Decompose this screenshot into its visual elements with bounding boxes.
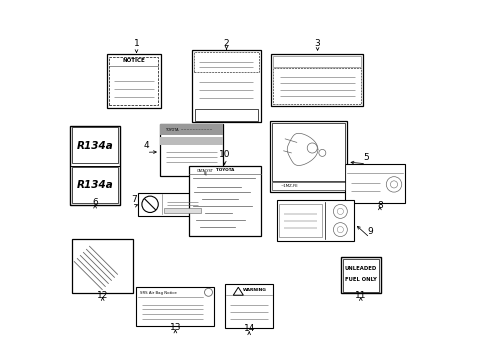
Bar [72,239,133,293]
Text: ~1MZ-FE: ~1MZ-FE [280,184,298,189]
Bar [340,257,380,293]
Text: TOYOTA  ~~~~~~~~~~~: TOYOTA ~~~~~~~~~~~ [164,127,211,132]
Text: 14: 14 [243,324,254,333]
Text: 5: 5 [363,153,368,162]
Bar [70,126,120,205]
Bar [345,164,404,203]
Text: R/J: R/J [203,172,206,176]
Text: R134a: R134a [77,141,113,151]
Bar [136,287,213,326]
Bar [72,127,118,163]
Text: 8: 8 [376,201,382,210]
Text: 9: 9 [366,227,372,236]
Text: 1: 1 [133,39,139,48]
Text: TOYOTA: TOYOTA [215,167,233,172]
Text: 4: 4 [143,141,149,150]
Bar [194,52,258,72]
Bar [109,57,158,105]
Text: FUEL ONLY: FUEL ONLY [344,277,376,282]
Bar [163,208,201,213]
Text: 2: 2 [223,39,229,48]
Bar [160,124,223,176]
Bar [271,123,344,181]
Bar [72,167,118,203]
Text: 11: 11 [354,291,366,300]
Bar [273,68,361,104]
Bar [342,259,378,292]
Text: 7: 7 [130,195,136,204]
Bar [188,166,260,236]
Bar [273,56,361,67]
Text: 3: 3 [314,39,320,48]
Bar [271,182,344,190]
Bar [279,204,322,237]
Text: 10: 10 [219,150,230,159]
Text: UNLEADED: UNLEADED [344,266,376,271]
Bar [192,50,260,122]
Bar [138,193,204,216]
Bar [269,121,346,192]
Bar [224,284,273,328]
Bar [195,109,257,121]
Text: SRS Air Bag Notice: SRS Air Bag Notice [140,291,177,296]
Text: 12: 12 [97,291,108,300]
Bar [107,54,161,108]
Text: 13: 13 [169,323,181,332]
Text: WARNING: WARNING [243,288,266,292]
Bar [276,200,354,241]
Text: NOTICE: NOTICE [122,58,145,63]
Text: 6: 6 [92,198,98,207]
Text: R134a: R134a [77,180,113,190]
Bar [160,137,223,145]
Bar [271,54,363,106]
Text: CATALYST: CATALYST [196,169,213,174]
Bar [160,124,223,135]
